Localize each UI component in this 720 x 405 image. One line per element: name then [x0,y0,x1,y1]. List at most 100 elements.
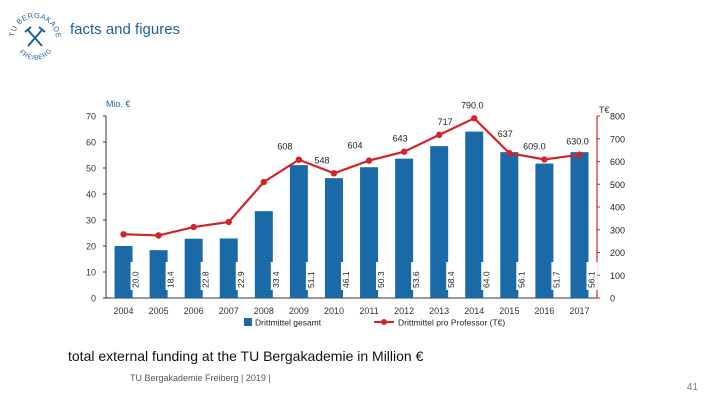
left-tick-label: 20 [86,242,96,252]
bar-value-label: 18.4 [166,271,176,288]
line-point [295,156,303,163]
right-tick-label: 200 [610,248,625,258]
bar-value-label: 58.4 [446,271,456,288]
bar-value-label: 22.9 [236,271,246,288]
bar [360,167,379,298]
bar-value-label: 56.1 [586,271,596,288]
line-point [471,115,478,122]
bar-value-label-group: 58.4 [446,262,458,290]
bar-value-label-bg [446,262,458,290]
left-tick-label: 10 [86,268,96,278]
bar-value-label: 53.6 [411,271,421,288]
x-tick-label: 2012 [394,306,414,316]
bar [430,146,449,298]
bar [254,211,273,298]
line-value-label: 548 [314,155,329,165]
bar-value-label: 46.1 [341,271,351,288]
x-tick-label: 2007 [219,306,239,316]
line-point [120,231,127,238]
bar-value-label-group: 64.0 [481,262,493,290]
line-value-label: 637 [498,129,513,139]
bar-value-label-bg [305,262,317,290]
bar [465,131,484,298]
bar-value-label-group: 20.0 [130,262,142,290]
bar-value-label: 51.1 [306,271,316,288]
line-point [435,131,443,139]
bar [289,165,308,298]
bar-value-label-bg [200,262,212,290]
left-tick-label: 60 [86,138,96,148]
bar-value-label-group: 33.4 [270,262,282,290]
bar-value-label-bg [340,262,352,290]
bar-value-label-bg [270,262,282,290]
bar-value-label-group: 56.1 [586,262,598,290]
left-axis-title: Mio. € [106,99,131,109]
bar-value-label-bg [411,262,423,290]
line-value-label: 609.0 [523,141,546,151]
bars-group [114,131,589,298]
x-tick-label: 2009 [289,306,309,316]
line-value-label: 643 [393,134,408,144]
line-value-label: 630.0 [566,137,589,147]
right-tick-label: 400 [610,203,625,213]
bar-value-label-bg [130,262,142,290]
right-tick-label: 600 [610,157,625,167]
bar [114,246,133,298]
bar [570,152,589,298]
x-tick-label: 2005 [149,306,169,316]
line-value-label: 608 [277,142,292,152]
line-group [120,115,583,239]
chart-caption: total external funding at the TU Bergaka… [68,348,424,364]
line-value-label: 604 [348,141,363,151]
bar-value-label-bg [376,262,388,290]
hammer-and-pick-icon [24,26,46,47]
x-tick-label: 2013 [429,306,449,316]
bar [395,158,414,298]
left-tick-label: 30 [86,216,96,226]
right-tick-label: 0 [610,294,615,304]
bar-value-label: 64.0 [481,271,491,288]
slide-title: facts and figures [70,21,181,38]
legend-swatch-bars [244,318,252,326]
left-tick-label: 0 [91,294,96,304]
bar [535,163,554,298]
right-tick-label: 500 [610,180,625,190]
page-number: 41 [686,382,698,393]
line-point [400,148,408,155]
right-tick-label: 100 [610,271,625,281]
bar-value-label-group: 50.3 [376,262,388,290]
bar-value-label-group: 51.7 [551,262,563,290]
bar-value-label: 20.0 [131,271,141,288]
x-tick-label: 2014 [464,306,484,316]
bar-value-label-bg [586,262,598,290]
line-value-label: 717 [438,117,453,127]
bar-value-label: 51.7 [551,271,561,288]
bar [324,178,343,298]
x-tick-label: 2010 [324,306,344,316]
right-tick-label: 300 [610,225,625,235]
left-tick-label: 40 [86,190,96,200]
x-tick-label: 2016 [534,306,554,316]
left-tick-label: 70 [86,112,96,122]
x-tick-label: 2015 [499,306,519,316]
bar [149,250,168,298]
bar-value-label-bg [235,262,247,290]
line-value-label: 790.0 [461,100,484,110]
bar [500,152,519,298]
x-tick-label: 2017 [569,306,589,316]
line-point [576,151,583,158]
bar-value-label-group: 18.4 [165,262,177,290]
legend-swatch-point [381,319,387,325]
line-point [260,178,268,186]
legend-label-bars: Drittmittel gesamt [255,318,322,328]
bar-value-label-group: 53.6 [411,262,423,290]
line-point [541,156,548,163]
bar-value-label: 50.3 [376,271,386,288]
right-tick-label: 700 [610,134,625,144]
bar-value-label-group: 51.1 [305,262,317,290]
bar [184,238,203,298]
bar-value-label-group: 22.8 [200,262,212,290]
x-tick-label: 2004 [114,306,134,316]
